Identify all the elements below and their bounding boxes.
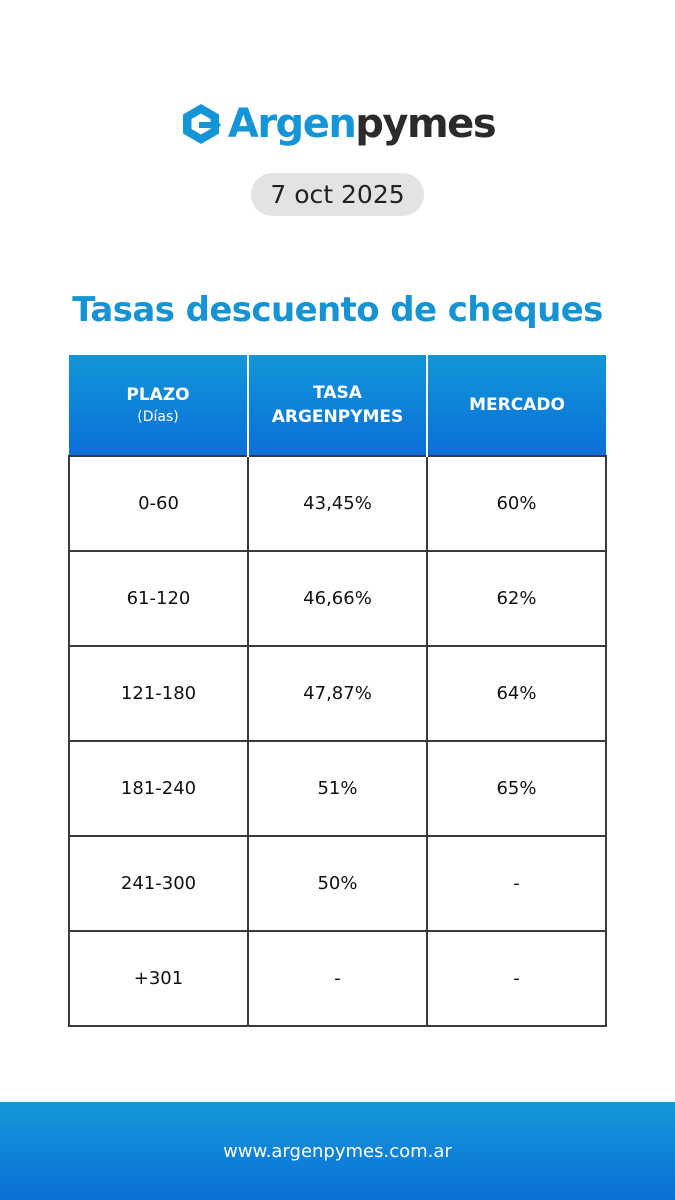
cell-tasa: 43,45% [247, 455, 428, 552]
table-header-row: PLAZO (Días) TASA ARGENPYMES MERCADO [69, 355, 606, 456]
page-title: Tasas descuento de cheques [72, 290, 603, 330]
header-mercado-label: MERCADO [469, 395, 565, 415]
table-row: +301 - - [68, 930, 607, 1027]
header-plazo: PLAZO (Días) [69, 355, 249, 456]
rates-table: PLAZO (Días) TASA ARGENPYMES MERCADO 0-6… [68, 355, 607, 1027]
brand-logo: Argenpymes [0, 94, 675, 154]
cell-mercado: 65% [426, 740, 607, 837]
cell-mercado: 60% [426, 455, 607, 552]
table-row: 181-240 51% 65% [68, 740, 607, 837]
table-row: 241-300 50% - [68, 835, 607, 932]
brand-name-part1: Argen [227, 101, 357, 147]
website-link[interactable]: www.argenpymes.com.ar [223, 1140, 452, 1162]
header-mercado: MERCADO [426, 355, 606, 456]
cell-tasa: 47,87% [247, 645, 428, 742]
header-tasa: TASA ARGENPYMES [247, 355, 428, 456]
header-plazo-unit: (Días) [137, 409, 179, 425]
cell-tasa: - [247, 930, 428, 1027]
cell-mercado: - [426, 930, 607, 1027]
cell-plazo: 61-120 [68, 550, 249, 647]
cell-mercado: 62% [426, 550, 607, 647]
cell-mercado: - [426, 835, 607, 932]
cell-plazo: 121-180 [68, 645, 249, 742]
date-badge: 7 oct 2025 [251, 173, 424, 216]
brand-name-part2: pymes [355, 101, 496, 147]
brand-wordmark: Argenpymes [227, 101, 497, 147]
cell-plazo: 181-240 [68, 740, 249, 837]
cell-plazo: 0-60 [68, 455, 249, 552]
cell-tasa: 46,66% [247, 550, 428, 647]
header-tasa-line2: ARGENPYMES [271, 407, 404, 427]
hexagon-arrow-icon [182, 104, 221, 144]
cell-mercado: 64% [426, 645, 607, 742]
footer-bar: www.argenpymes.com.ar [0, 1102, 675, 1200]
table-row: 0-60 43,45% 60% [68, 455, 607, 552]
cell-plazo: +301 [68, 930, 249, 1027]
cell-plazo: 241-300 [68, 835, 249, 932]
header-plazo-label: PLAZO [126, 385, 190, 405]
table-row: 61-120 46,66% 62% [68, 550, 607, 647]
cell-tasa: 50% [247, 835, 428, 932]
header-tasa-line1: TASA [313, 383, 362, 403]
table-row: 121-180 47,87% 64% [68, 645, 607, 742]
cell-tasa: 51% [247, 740, 428, 837]
